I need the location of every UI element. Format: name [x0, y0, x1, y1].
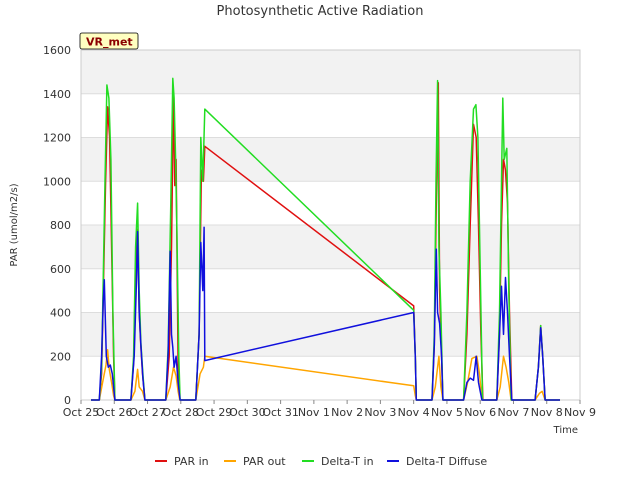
x-axis-label: Time [553, 425, 578, 436]
station-badge-box [79, 32, 139, 50]
background-band [81, 93, 580, 138]
legend-label: Delta-T Diffuse [406, 455, 487, 468]
x-tick-label: Nov 8 [531, 406, 563, 419]
series-line-delta-t-diffuse [91, 226, 560, 401]
legend-label: PAR in [174, 455, 209, 468]
y-tick-label: 0 [64, 394, 71, 407]
y-tick-label: 1600 [43, 44, 71, 57]
y-tick-label: 1000 [43, 175, 71, 188]
station-badge: VR_met [79, 32, 139, 50]
x-tick-label: Nov 9 [564, 406, 596, 419]
y-tick-label: 1400 [43, 88, 71, 101]
x-tick-label: Oct 25 [63, 406, 100, 419]
background-band [81, 137, 580, 182]
x-tick-label: Nov 1 [298, 406, 330, 419]
y-axis-ticks: 0 200 400 600 800 1000 1200 1400 1600 [43, 44, 71, 407]
background-band [81, 312, 580, 357]
x-tick-label: Oct 30 [229, 406, 266, 419]
x-tick-label: Oct 29 [196, 406, 233, 419]
y-tick-label: 400 [50, 307, 71, 320]
y-tick-label: 800 [50, 219, 71, 232]
x-tick-label: Oct 28 [163, 406, 200, 419]
x-tick-label: Oct 26 [96, 406, 133, 419]
background-band [81, 225, 580, 269]
plot-background-bands [81, 50, 580, 400]
x-tick-label: Nov 2 [331, 406, 363, 419]
x-tick-label: Nov 6 [464, 406, 496, 419]
chart-title: Photosynthetic Active Radiation [217, 4, 424, 19]
background-band [81, 50, 580, 94]
background-band [81, 268, 580, 313]
y-tick-label: 1200 [43, 132, 71, 145]
station-badge-label: VR_met [86, 36, 133, 49]
y-axis-label: PAR (umol/m2/s) [9, 183, 20, 266]
x-tick-label: Nov 5 [431, 406, 463, 419]
y-tick-label: 600 [50, 263, 71, 276]
background-band [81, 181, 580, 225]
legend: PAR in PAR out Delta-T in Delta-T Diffuse [155, 455, 487, 468]
plot-frame [80, 49, 581, 401]
legend-label: PAR out [243, 455, 286, 468]
legend-label: Delta-T in [321, 455, 374, 468]
series-lines [91, 77, 560, 401]
x-tick-label: Nov 4 [398, 406, 430, 419]
x-tick-label: Oct 31 [262, 406, 299, 419]
x-tick-label: Nov 7 [497, 406, 529, 419]
y-tick-label: 200 [50, 350, 71, 363]
x-tick-label: Nov 3 [364, 406, 396, 419]
x-tick-label: Oct 27 [129, 406, 166, 419]
